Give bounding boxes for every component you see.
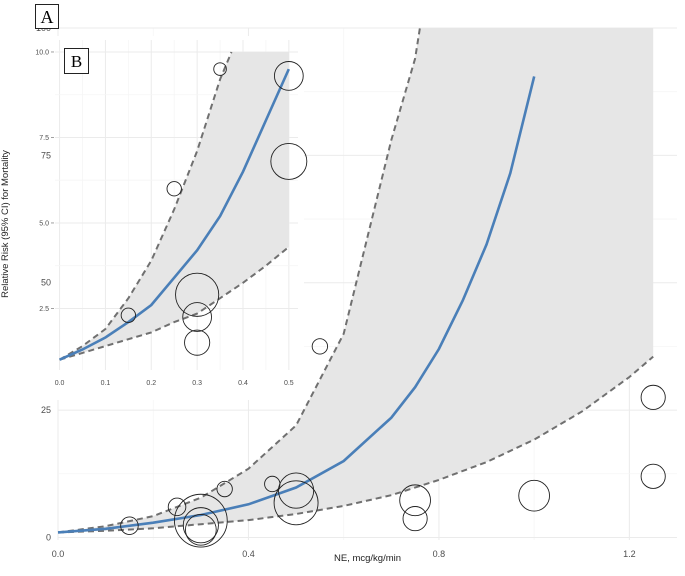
- ci-lower-line: [59, 246, 290, 361]
- y-tick-label: 0: [46, 532, 51, 542]
- study-bubble: [399, 484, 431, 517]
- study-bubble: [120, 307, 137, 323]
- study-bubble: [402, 506, 428, 532]
- study-bubble: [213, 62, 227, 76]
- x-tick-label: 0.4: [242, 549, 255, 559]
- y-tick-label: 50: [41, 278, 51, 288]
- study-bubble: [273, 61, 304, 91]
- study-bubble: [640, 463, 666, 489]
- study-bubble: [167, 497, 187, 517]
- y-tick-label: 25: [41, 405, 51, 415]
- study-bubble: [120, 516, 139, 535]
- study-bubble: [518, 479, 551, 512]
- panel-label-b: B: [64, 48, 89, 74]
- x-tick-label: 0.3: [192, 380, 202, 387]
- ci-band: [58, 28, 654, 533]
- x-tick-label: 0.0: [55, 380, 65, 387]
- study-bubble: [184, 329, 211, 356]
- x-tick-label: 0.8: [433, 549, 446, 559]
- y-tick-label: 10.0: [35, 49, 49, 56]
- x-tick-label: 1.2: [623, 549, 636, 559]
- y-tick-label: 7.5: [39, 135, 49, 142]
- fit-line: [59, 68, 290, 361]
- study-bubble: [273, 480, 319, 526]
- study-bubble: [182, 302, 212, 332]
- x-tick-label: 0.1: [101, 380, 111, 387]
- study-bubble: [640, 384, 666, 410]
- y-tick-label: 75: [41, 150, 51, 160]
- ci-upper-line: [58, 28, 421, 534]
- study-bubble: [182, 507, 219, 544]
- y-axis-label: Relative Risk (95% CI) for Mortality: [0, 150, 11, 298]
- study-bubble: [278, 472, 315, 509]
- fit-line: [57, 76, 536, 534]
- ci-band: [59, 51, 289, 360]
- x-tick-label: 0.0: [52, 549, 65, 559]
- study-bubble: [216, 480, 233, 498]
- ci-lower-line: [57, 355, 654, 534]
- x-tick-label: 0.4: [238, 380, 248, 387]
- study-bubble: [175, 272, 220, 317]
- x-tick-label: 0.5: [284, 380, 294, 387]
- x-axis-label: NE, mcg/kg/min: [334, 553, 401, 564]
- y-tick-label: 5.0: [39, 220, 49, 227]
- x-tick-label: 0.2: [146, 380, 156, 387]
- study-bubble: [173, 493, 228, 548]
- panel-label-a: A: [35, 4, 59, 29]
- study-bubble: [166, 181, 182, 197]
- study-bubble: [270, 142, 308, 180]
- study-bubble: [184, 513, 217, 546]
- panel-b: 0.0 0.1 0.2 0.3 0.4 0.5 2.5 5.0 7.5 10.0: [35, 36, 308, 400]
- study-bubble: [311, 338, 329, 355]
- y-tick-label: 2.5: [39, 306, 49, 313]
